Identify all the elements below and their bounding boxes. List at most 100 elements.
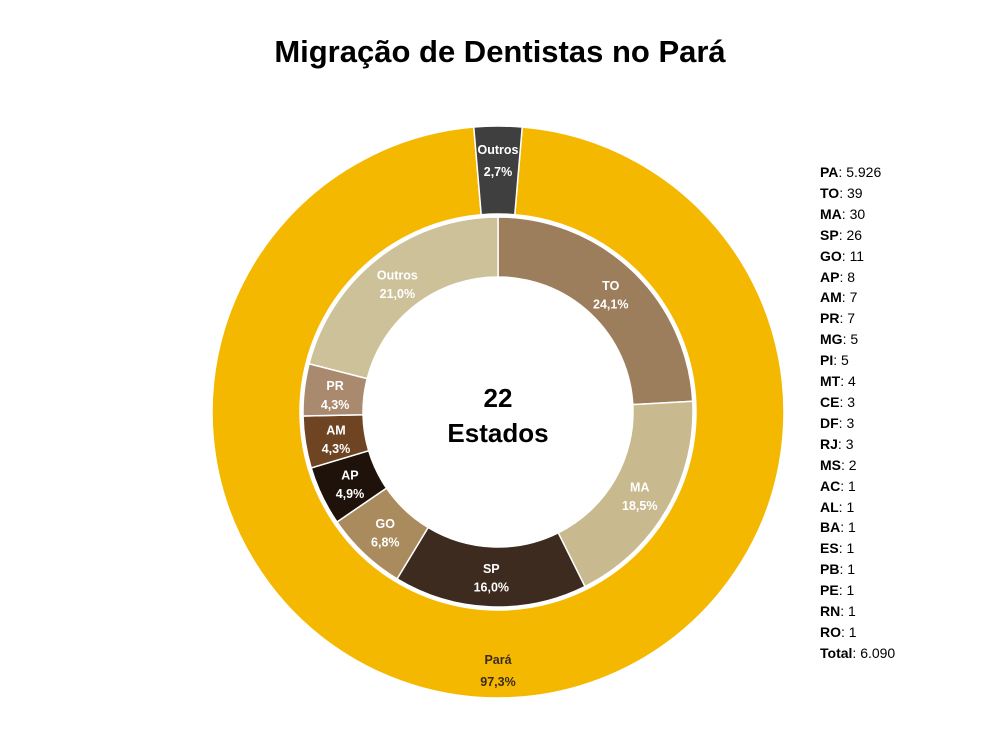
- legend-row-to: TO: 39: [820, 183, 895, 204]
- legend-separator: :: [838, 226, 847, 243]
- legend-code: RN: [820, 603, 841, 620]
- legend-separator: :: [841, 289, 850, 306]
- legend-code: Total: [820, 644, 853, 661]
- legend-separator: :: [839, 310, 848, 327]
- legend-separator: :: [841, 247, 850, 264]
- legend-row-ms: MS: 2: [820, 455, 895, 476]
- chart-title: Migração de Dentistas no Pará: [274, 34, 726, 69]
- inner-pct-am: 4,3%: [322, 442, 351, 456]
- legend-code: RO: [820, 623, 841, 640]
- legend-count: 3: [846, 414, 855, 431]
- legend-row-ap: AP: 8: [820, 267, 895, 288]
- legend-separator: :: [840, 477, 849, 494]
- legend-code: PA: [820, 164, 839, 180]
- legend-separator: :: [839, 561, 848, 578]
- legend-separator: :: [840, 519, 849, 536]
- legend-row-go: GO: 11: [820, 246, 895, 267]
- inner-pct-to: 24,1%: [593, 298, 628, 312]
- legend-row-pr: PR: 7: [820, 308, 895, 329]
- legend-separator: :: [839, 268, 848, 285]
- legend-row-pa: PA: 5.926: [820, 162, 895, 183]
- legend-separator: :: [833, 352, 842, 369]
- legend-code: PR: [820, 310, 840, 327]
- outer-slice-outros: [472, 125, 524, 216]
- legend-code: AP: [820, 268, 840, 285]
- legend-row-mt: MT: 4: [820, 371, 895, 392]
- legend-separator: :: [838, 540, 847, 557]
- legend-row-es: ES: 1: [820, 538, 895, 559]
- legend-row-total: Total: 6.090: [820, 643, 895, 664]
- legend-separator: :: [838, 164, 847, 180]
- legend-count: 5: [841, 352, 849, 369]
- legend-count: 7: [849, 289, 858, 306]
- outer-slice-para: [211, 126, 785, 699]
- legend-code: MT: [820, 373, 841, 390]
- legend-code: ES: [820, 540, 839, 557]
- legend-count: 11: [849, 247, 865, 264]
- legend-row-rn: RN: 1: [820, 601, 895, 622]
- legend-separator: :: [837, 435, 846, 452]
- legend-code: TO: [820, 184, 840, 201]
- legend-count: 1: [846, 540, 855, 557]
- legend-row-ro: RO: 1: [820, 622, 895, 643]
- inner-pct-sp: 16,0%: [474, 580, 509, 594]
- legend-separator: :: [840, 373, 848, 390]
- inner-label-am: AM: [326, 423, 345, 437]
- legend-count: 26: [846, 226, 863, 243]
- legend-row-pe: PE: 1: [820, 580, 895, 601]
- legend-code: RJ: [820, 435, 838, 452]
- legend-code: MA: [820, 205, 842, 222]
- legend-count: 5.926: [846, 164, 882, 180]
- legend-row-pi: PI: 5: [820, 350, 895, 371]
- legend-row-rj: RJ: 3: [820, 434, 895, 455]
- inner-label-ap: AP: [341, 469, 358, 483]
- legend-code: AL: [820, 498, 839, 515]
- segment-labels: Pará 97,3% Outros 2,7% TO 24,1% MA 18,5% SP 16,0%…: [321, 143, 658, 689]
- legend-count: 1: [846, 498, 855, 515]
- legend-separator: :: [838, 582, 847, 599]
- legend-code: DF: [820, 414, 839, 431]
- legend-row-ma: MA: 30: [820, 204, 895, 225]
- legend-separator: :: [840, 603, 849, 620]
- legend-count: 6.090: [860, 644, 896, 661]
- legend-code: MG: [820, 331, 843, 348]
- legend-separator: :: [852, 644, 861, 661]
- outer-label-outros: Outros: [478, 143, 519, 157]
- legend-separator: :: [841, 623, 849, 640]
- legend-row-am: AM: 7: [820, 287, 895, 308]
- legend-row-pb: PB: 1: [820, 559, 895, 580]
- legend-code: BA: [820, 519, 841, 536]
- legend-count: 1: [847, 561, 856, 578]
- legend-code: PI: [820, 352, 834, 369]
- legend-code: PB: [820, 561, 840, 578]
- inner-pct-ma: 18,5%: [622, 499, 657, 513]
- legend-separator: :: [841, 205, 850, 222]
- outer-ring: [211, 125, 785, 699]
- legend-count: 1: [848, 519, 856, 536]
- legend-code: AM: [820, 289, 842, 306]
- legend-separator: :: [838, 498, 847, 515]
- legend-row-mg: MG: 5: [820, 329, 895, 350]
- legend-count: 3: [847, 393, 856, 410]
- legend-count: 8: [847, 268, 856, 285]
- legend-row-ce: CE: 3: [820, 392, 895, 413]
- legend-count: 1: [848, 603, 856, 620]
- inner-ring: [302, 216, 694, 608]
- center-number: 22: [484, 383, 513, 413]
- legend-code: GO: [820, 247, 842, 264]
- outer-pct-outros: 2,7%: [484, 165, 513, 179]
- legend-count: 4: [848, 373, 856, 390]
- legend-code: AC: [820, 477, 841, 494]
- legend-count: 5: [850, 331, 859, 348]
- legend-count: 39: [846, 184, 863, 201]
- outer-pct-para: 97,3%: [480, 675, 515, 689]
- legend: PA: 5.926 TO: 39 MA: 30 SP: 26 GO: 11 AP: 8 AM…: [820, 162, 895, 664]
- inner-pct-pr: 4,3%: [321, 398, 350, 412]
- legend-separator: :: [838, 414, 847, 431]
- inner-label-sp: SP: [483, 562, 500, 576]
- legend-code: CE: [820, 393, 840, 410]
- inner-slice-outros: [308, 216, 499, 380]
- legend-separator: :: [841, 456, 849, 473]
- center-text: Estados: [447, 418, 548, 448]
